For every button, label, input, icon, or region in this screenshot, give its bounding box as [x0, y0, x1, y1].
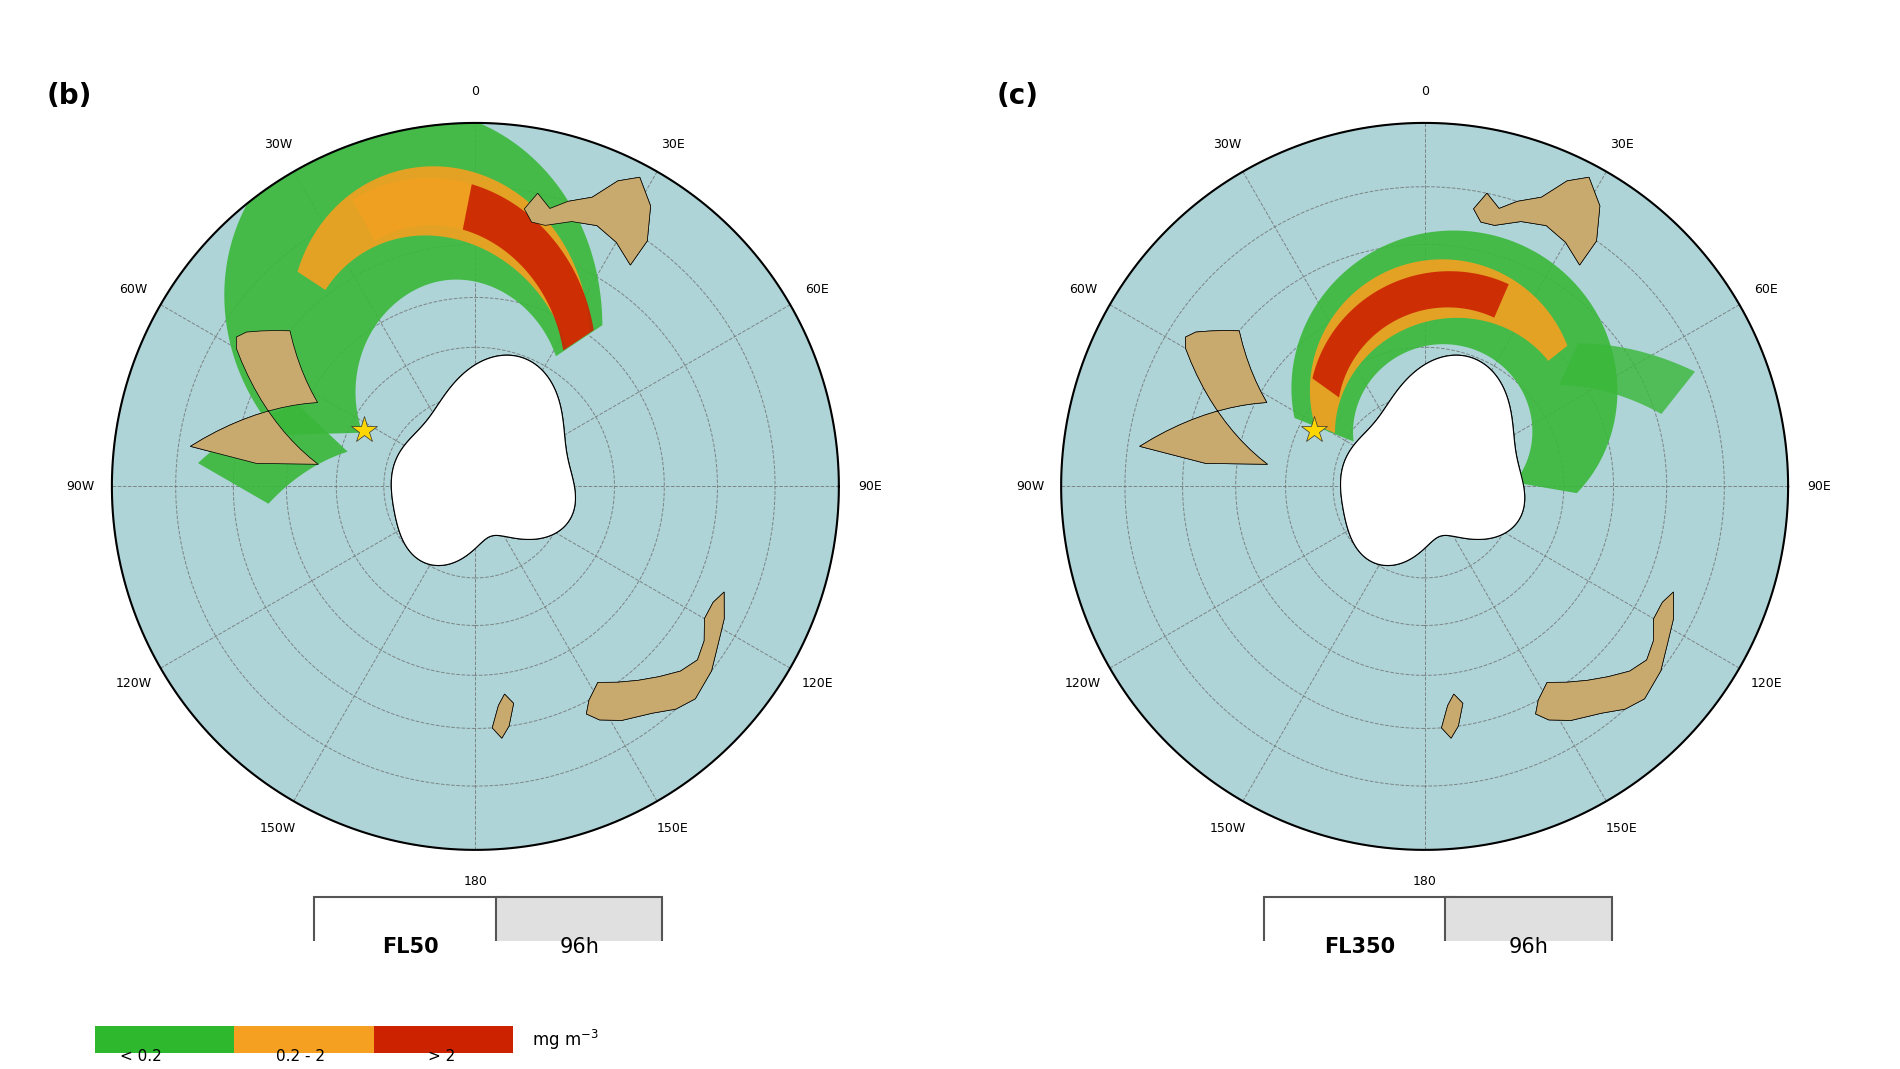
- FancyBboxPatch shape: [314, 897, 507, 997]
- Text: 120E: 120E: [802, 677, 832, 691]
- Polygon shape: [391, 355, 576, 566]
- Text: 120E: 120E: [1750, 677, 1782, 691]
- Text: 90E: 90E: [859, 480, 882, 493]
- Polygon shape: [524, 177, 650, 265]
- Text: 90W: 90W: [1017, 480, 1045, 493]
- Text: 0: 0: [471, 86, 479, 98]
- Polygon shape: [587, 592, 724, 721]
- Polygon shape: [464, 184, 593, 351]
- Polygon shape: [1341, 355, 1524, 566]
- Text: 60W: 60W: [1068, 282, 1096, 296]
- FancyBboxPatch shape: [496, 897, 663, 997]
- Polygon shape: [190, 330, 317, 464]
- Polygon shape: [1442, 694, 1463, 739]
- Polygon shape: [298, 167, 589, 347]
- Polygon shape: [1309, 260, 1568, 433]
- FancyBboxPatch shape: [1264, 897, 1455, 997]
- Text: 120W: 120W: [116, 677, 152, 691]
- Text: 30W: 30W: [264, 138, 293, 151]
- Text: FL50: FL50: [382, 938, 439, 957]
- Polygon shape: [352, 177, 471, 241]
- Polygon shape: [492, 694, 513, 739]
- Polygon shape: [1140, 330, 1267, 464]
- Polygon shape: [1535, 592, 1674, 721]
- Text: 30E: 30E: [661, 138, 684, 151]
- Polygon shape: [1442, 694, 1463, 739]
- Bar: [95, 1026, 234, 1053]
- Text: < 0.2: < 0.2: [120, 1049, 162, 1064]
- Text: 30W: 30W: [1214, 138, 1241, 151]
- Text: 90E: 90E: [1807, 480, 1832, 493]
- Polygon shape: [1560, 343, 1695, 414]
- Polygon shape: [524, 177, 650, 265]
- Text: 150W: 150W: [1208, 822, 1245, 835]
- Circle shape: [1060, 123, 1788, 850]
- Circle shape: [112, 123, 840, 850]
- Text: 60E: 60E: [806, 282, 828, 296]
- Polygon shape: [1313, 272, 1509, 398]
- Bar: [374, 1026, 513, 1053]
- Text: 96h: 96h: [1509, 938, 1548, 957]
- Polygon shape: [587, 592, 724, 721]
- Text: 60W: 60W: [120, 282, 148, 296]
- Text: (b): (b): [48, 82, 93, 110]
- Text: 30E: 30E: [1609, 138, 1634, 151]
- Text: (c): (c): [996, 82, 1037, 110]
- Text: 60E: 60E: [1754, 282, 1778, 296]
- Text: 150E: 150E: [1606, 822, 1638, 835]
- Polygon shape: [1341, 355, 1524, 566]
- Text: 150E: 150E: [657, 822, 688, 835]
- Text: mg m$^{-3}$: mg m$^{-3}$: [532, 1028, 598, 1052]
- Text: 120W: 120W: [1064, 677, 1100, 691]
- Polygon shape: [492, 694, 513, 739]
- Text: 96h: 96h: [559, 938, 598, 957]
- Polygon shape: [1140, 330, 1267, 464]
- Polygon shape: [190, 330, 317, 464]
- Text: 150W: 150W: [260, 822, 296, 835]
- Bar: [234, 1026, 374, 1053]
- FancyBboxPatch shape: [1446, 897, 1611, 997]
- Text: FL350: FL350: [1324, 938, 1395, 957]
- Text: > 2: > 2: [428, 1049, 454, 1064]
- Text: 0.2 - 2: 0.2 - 2: [276, 1049, 325, 1064]
- Text: 180: 180: [1414, 874, 1436, 887]
- Text: 90W: 90W: [66, 480, 95, 493]
- Text: 0: 0: [1421, 86, 1429, 98]
- Text: 180: 180: [464, 874, 486, 887]
- Polygon shape: [1474, 177, 1600, 265]
- Polygon shape: [1474, 177, 1600, 265]
- Polygon shape: [391, 355, 576, 566]
- Polygon shape: [1535, 592, 1674, 721]
- Polygon shape: [224, 108, 602, 435]
- Polygon shape: [198, 404, 348, 503]
- Polygon shape: [1292, 231, 1617, 493]
